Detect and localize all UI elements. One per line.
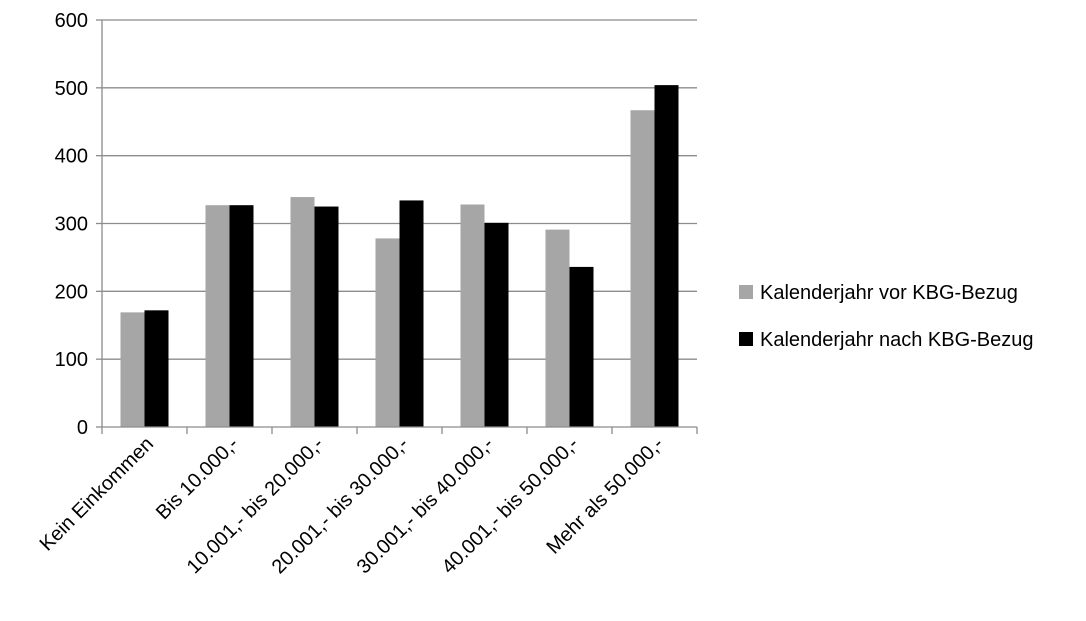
y-tick-label: 100 <box>55 349 88 371</box>
bar-vor-1 <box>205 205 230 427</box>
legend: Kalenderjahr vor KBG-Bezug Kalenderjahr n… <box>739 282 1034 351</box>
y-axis-ticks: 0 100 200 300 400 500 600 <box>55 10 102 439</box>
axes <box>101 20 698 434</box>
x-category-label: Kein Einkommen <box>36 433 158 555</box>
y-tick-label: 500 <box>55 78 88 100</box>
bar-nach-4 <box>484 222 509 427</box>
x-category-label: Bis 10.000,- <box>152 433 243 524</box>
bar-nach-6 <box>654 85 679 428</box>
legend-label: Kalenderjahr nach KBG-Bezug <box>760 329 1034 351</box>
legend-swatch <box>739 332 753 346</box>
bar-vor-6 <box>630 110 655 428</box>
y-tick-label: 400 <box>55 146 88 168</box>
bar-vor-5 <box>545 229 570 427</box>
bar-vor-4 <box>460 204 485 427</box>
bar-vor-3 <box>375 238 400 427</box>
bar-nach-3 <box>399 200 424 427</box>
y-tick-label: 0 <box>77 417 88 439</box>
y-tick-label: 200 <box>55 281 88 303</box>
bar-nach-5 <box>569 266 594 427</box>
legend-swatch <box>739 285 753 299</box>
legend-label: Kalenderjahr vor KBG-Bezug <box>760 282 1018 304</box>
bar-vor-0 <box>120 312 145 427</box>
bar-nach-0 <box>144 310 169 427</box>
bars <box>120 85 679 428</box>
y-tick-label: 300 <box>55 214 88 236</box>
bar-vor-2 <box>290 197 315 427</box>
y-tick-label: 600 <box>55 10 88 32</box>
bar-nach-2 <box>314 206 339 427</box>
bar-nach-1 <box>229 205 254 427</box>
